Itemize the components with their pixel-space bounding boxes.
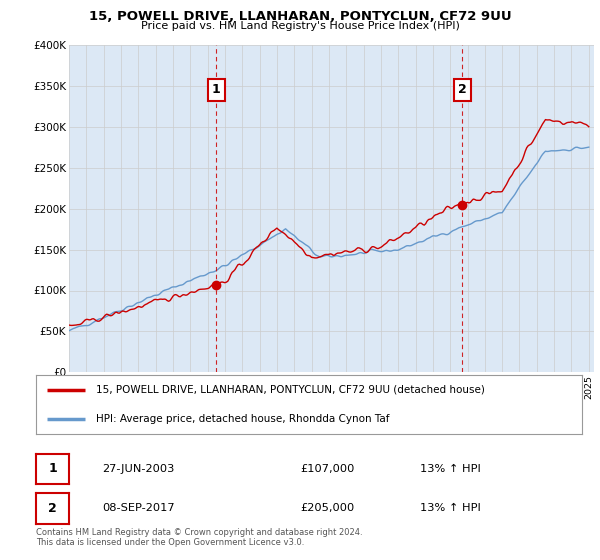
Text: Price paid vs. HM Land Registry's House Price Index (HPI): Price paid vs. HM Land Registry's House … (140, 21, 460, 31)
Text: 13% ↑ HPI: 13% ↑ HPI (420, 503, 481, 513)
Text: Contains HM Land Registry data © Crown copyright and database right 2024.
This d: Contains HM Land Registry data © Crown c… (36, 528, 362, 547)
Text: 15, POWELL DRIVE, LLANHARAN, PONTYCLUN, CF72 9UU (detached house): 15, POWELL DRIVE, LLANHARAN, PONTYCLUN, … (96, 385, 485, 395)
Text: 15, POWELL DRIVE, LLANHARAN, PONTYCLUN, CF72 9UU: 15, POWELL DRIVE, LLANHARAN, PONTYCLUN, … (89, 10, 511, 23)
Text: 1: 1 (48, 463, 57, 475)
Text: 27-JUN-2003: 27-JUN-2003 (102, 464, 175, 474)
Text: 13% ↑ HPI: 13% ↑ HPI (420, 464, 481, 474)
Text: 2: 2 (48, 502, 57, 515)
Text: 1: 1 (212, 83, 221, 96)
Text: 08-SEP-2017: 08-SEP-2017 (102, 503, 175, 513)
Text: £205,000: £205,000 (300, 503, 354, 513)
Text: 2: 2 (458, 83, 467, 96)
Text: £107,000: £107,000 (300, 464, 355, 474)
Text: HPI: Average price, detached house, Rhondda Cynon Taf: HPI: Average price, detached house, Rhon… (96, 414, 389, 424)
